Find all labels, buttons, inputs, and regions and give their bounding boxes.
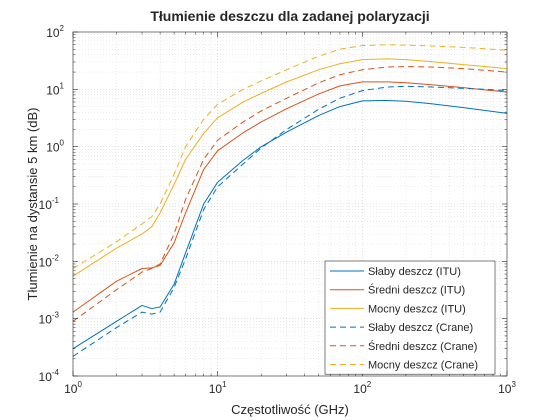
- axis-ticks: [72, 31, 508, 377]
- y-tick-labels: 10-4 10-3 10-2 10-1 100 101 102: [39, 24, 65, 384]
- y-tick-label: 100: [46, 139, 64, 155]
- y-tick-label: 102: [46, 24, 64, 40]
- x-tick-label: 103: [498, 380, 516, 396]
- plot-area: 100 101 102 103 10-4 10-3 10-2 10-1 100 101 102: [39, 24, 517, 396]
- chart-title: Tłumienie deszczu dla zadanej polaryzacj…: [150, 8, 429, 24]
- y-tick-label: 101: [46, 81, 64, 97]
- x-tick-label: 100: [64, 380, 82, 396]
- legend-entry-label: Średni deszcz (ITU): [368, 284, 465, 297]
- legend-entry-label: Słaby deszcz (ITU): [368, 266, 461, 278]
- y-axis-label: Tłumienie na dystansie 5 km (dB): [25, 108, 40, 301]
- y-tick-label: 10-4: [39, 368, 60, 384]
- legend-entry-label: Średni deszcz (Crane): [368, 340, 477, 353]
- legend: Słaby deszcz (ITU) Średni deszcz (ITU) Moc…: [324, 260, 496, 375]
- x-axis-label: Częstotliwość (GHz): [231, 402, 349, 417]
- legend-box: [324, 260, 496, 375]
- series-line-5: [72, 66, 508, 322]
- legend-entry-label: Słaby deszcz (Crane): [368, 322, 473, 334]
- legend-entry-label: Mocny deszcz (ITU): [368, 303, 466, 315]
- series-line-1: [72, 99, 508, 350]
- legend-entry-label: Mocny deszcz (Crane): [368, 360, 478, 372]
- series-line-2: [72, 81, 508, 313]
- y-tick-label: 10-1: [39, 196, 60, 212]
- y-tick-label: 10-3: [39, 311, 60, 327]
- x-tick-label: 101: [209, 380, 227, 396]
- data-series: [72, 44, 508, 357]
- y-tick-label: 10-2: [39, 253, 60, 269]
- x-tick-labels: 100 101 102 103: [64, 380, 516, 396]
- series-line-6: [72, 44, 508, 269]
- x-tick-label: 102: [353, 380, 371, 396]
- series-line-4: [72, 85, 508, 357]
- series-line-3: [72, 58, 508, 277]
